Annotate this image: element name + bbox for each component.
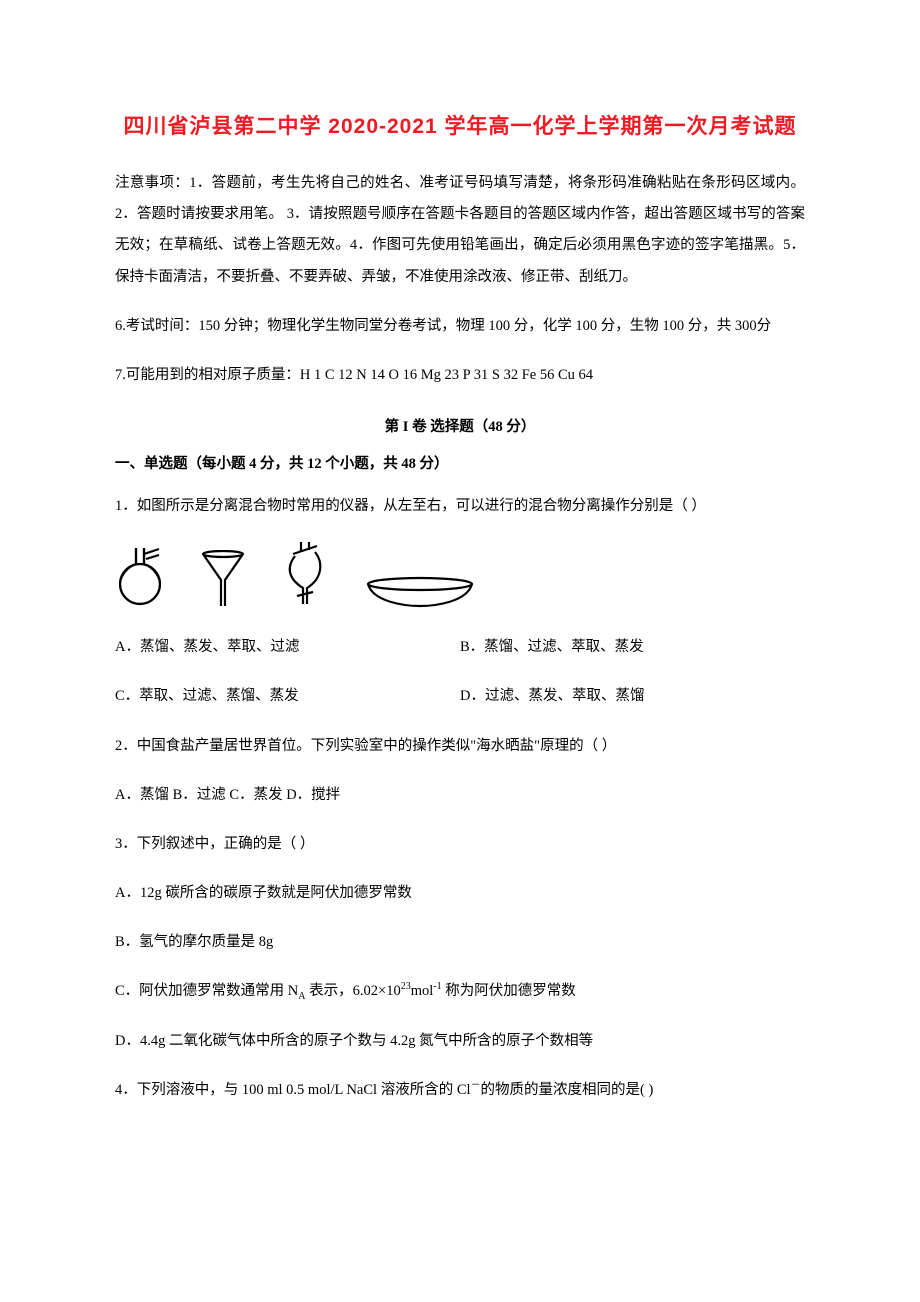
q1-option-d: D．过滤、蒸发、萃取、蒸馏 [460,681,805,712]
q1-option-c: C．萃取、过滤、蒸馏、蒸发 [115,681,460,712]
q3c-sup: 23 [401,982,411,993]
q4-sup: － [471,1080,481,1091]
q3c-pre: C．阿伏加德罗常数通常用 N [115,983,298,999]
q3c-post: 称为阿伏加德罗常数 [442,983,576,999]
exam-title: 四川省泸县第二中学 2020-2021 学年高一化学上学期第一次月考试题 [115,110,805,140]
instructions-p3: 7.可能用到的相对原子质量：H 1 C 12 N 14 O 16 Mg 23 P… [115,360,805,391]
q2-options: A．蒸馏 B．过滤 C．蒸发 D．搅拌 [115,780,805,811]
exam-page: 四川省泸县第二中学 2020-2021 学年高一化学上学期第一次月考试题 注意事… [0,0,920,1184]
funnel-icon [201,550,245,608]
q3-option-c: C．阿伏加德罗常数通常用 NA 表示，6.02×1023mol-1 称为阿伏加德… [115,976,805,1007]
instructions-p2: 6.考试时间：150 分钟；物理化学生物同堂分卷考试，物理 100 分，化学 1… [115,311,805,342]
q1-options-row2: C．萃取、过滤、蒸馏、蒸发 D．过滤、蒸发、萃取、蒸馏 [115,681,805,712]
q3c-mid2: mol [411,983,434,999]
q3c-sup2: -1 [433,982,441,993]
distillation-flask-icon [119,546,161,608]
apparatus-figures [115,540,805,608]
q3-option-b: B．氢气的摩尔质量是 8g [115,927,805,958]
q1-option-a: A．蒸馏、蒸发、萃取、过滤 [115,632,460,663]
q4-stem: 4．下列溶液中，与 100 ml 0.5 mol/L NaCl 溶液所含的 Cl… [115,1075,805,1106]
q1-stem: 1．如图所示是分离混合物时常用的仪器，从左至右，可以进行的混合物分离操作分别是（… [115,491,805,522]
q4-post: 的物质的量浓度相同的是( ) [481,1082,654,1098]
q1-option-b: B．蒸馏、过滤、萃取、蒸发 [460,632,805,663]
q3c-sub: A [298,991,305,1002]
q3-option-a: A．12g 碳所含的碳原子数就是阿伏加德罗常数 [115,878,805,909]
q1-options-row1: A．蒸馏、蒸发、萃取、过滤 B．蒸馏、过滤、萃取、蒸发 [115,632,805,663]
q4-pre: 4．下列溶液中，与 100 ml 0.5 mol/L NaCl 溶液所含的 Cl [115,1082,471,1098]
instructions-p1: 注意事项：1．答题前，考生先将自己的姓名、准考证号码填写清楚，将条形码准确粘贴在… [115,168,805,293]
q3c-mid: 表示，6.02×10 [306,983,401,999]
separating-funnel-icon [285,540,325,608]
q3-stem: 3．下列叙述中，正确的是（ ） [115,829,805,860]
q3-option-d: D．4.4g 二氧化碳气体中所含的原子个数与 4.2g 氮气中所含的原子个数相等 [115,1026,805,1057]
q2-stem: 2．中国食盐产量居世界首位。下列实验室中的操作类似"海水晒盐"原理的（ ） [115,731,805,762]
evaporating-dish-icon [365,576,475,608]
section-1-header: 第 I 卷 选择题（48 分） [115,415,805,436]
section-1-subheader: 一、单选题（每小题 4 分，共 12 个小题，共 48 分） [115,452,805,473]
